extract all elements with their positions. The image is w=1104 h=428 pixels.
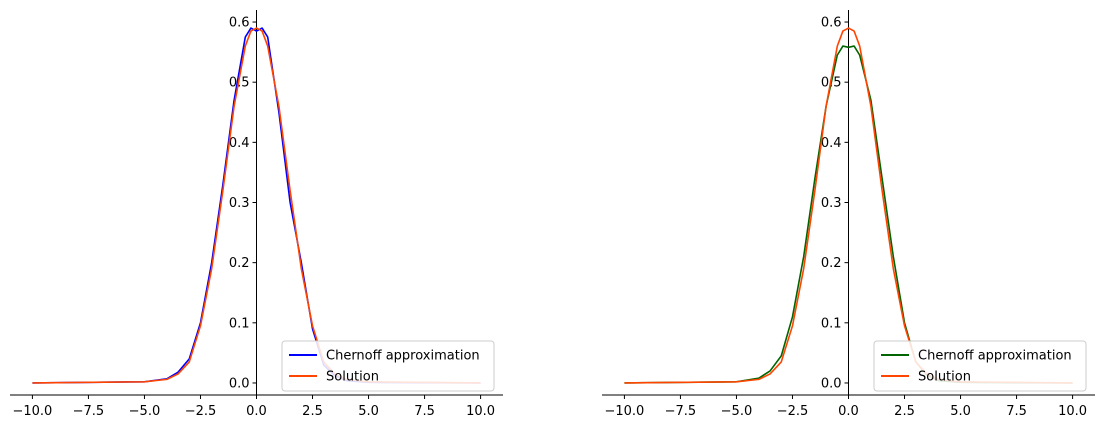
x-tick-label: −7.5 <box>665 404 697 419</box>
x-tick-label: 10.0 <box>466 404 495 419</box>
x-tick-label: −5.0 <box>129 404 161 419</box>
x-tick-label: 2.5 <box>302 404 323 419</box>
y-tick-label: 0.1 <box>821 316 842 331</box>
legend-label: Solution <box>326 370 379 385</box>
legend-label: Chernoff approximation <box>326 349 480 364</box>
y-tick-label: 0.3 <box>229 196 250 211</box>
x-tick-label: 7.5 <box>1006 404 1027 419</box>
x-tick-label: −10.0 <box>604 404 644 419</box>
x-tick-label: 0.0 <box>838 404 859 419</box>
x-tick-label: −5.0 <box>721 404 753 419</box>
chart-panel-1: −10.0 −7.5 −5.0 −2.5 0.0 2.5 5.0 7.5 10.0 0.0 0.1 0… <box>10 10 503 419</box>
legend-label: Solution <box>918 370 971 385</box>
y-tick-label: 0.0 <box>821 376 842 391</box>
y-tick-label: 0.6 <box>229 16 250 31</box>
y-tick-label: 0.3 <box>821 196 842 211</box>
y-tick-label: 0.1 <box>229 316 250 331</box>
y-tick-label: 0.6 <box>821 16 842 31</box>
y-tick-label: 0.0 <box>229 376 250 391</box>
legend-box <box>873 340 1087 392</box>
x-tick-label: −10.0 <box>12 404 52 419</box>
x-tick-label: 5.0 <box>950 404 971 419</box>
x-tick-label: −2.5 <box>777 404 809 419</box>
x-tick-label: 2.5 <box>894 404 915 419</box>
legend-label: Chernoff approximation <box>918 349 1072 364</box>
x-tick-label: −2.5 <box>185 404 217 419</box>
chart-panel-2: −10.0 −7.5 −5.0 −2.5 0.0 2.5 5.0 7.5 10.0 0.0 0.1 0… <box>602 10 1095 419</box>
x-tick-label: 5.0 <box>358 404 379 419</box>
legend: Chernoff approximation Solution <box>281 340 495 392</box>
x-tick-label: −7.5 <box>73 404 105 419</box>
x-tick-label: 10.0 <box>1058 404 1087 419</box>
y-tick-label: 0.2 <box>229 256 250 271</box>
y-tick-label: 0.4 <box>821 136 842 151</box>
x-tick-label: 0.0 <box>246 404 267 419</box>
legend-box <box>281 340 495 392</box>
legend: Chernoff approximation Solution <box>873 340 1087 392</box>
x-tick-label: 7.5 <box>414 404 435 419</box>
y-tick-label: 0.4 <box>229 136 250 151</box>
y-tick-label: 0.2 <box>821 256 842 271</box>
